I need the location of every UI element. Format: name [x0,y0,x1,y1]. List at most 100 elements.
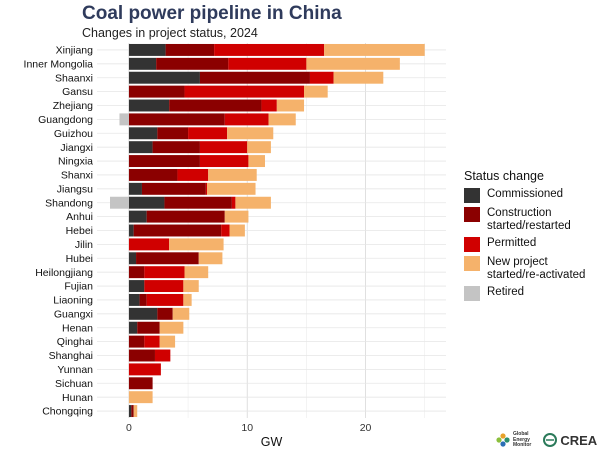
category-label: Jiangsu [57,183,93,195]
x-tick-label: 0 [126,422,132,434]
legend-swatch [464,207,480,222]
bar-construction-started-restarted [131,405,134,418]
bar-permitted [177,168,209,181]
bar-commissioned [128,182,142,195]
bar-permitted [231,196,236,209]
legend-swatch [464,286,480,301]
category-label: Sichuan [55,378,93,390]
bar-new-project-started-re-activated [172,307,190,320]
bar-construction-started-restarted [128,349,155,362]
bar-new-project-started-re-activated [333,71,384,84]
bar-new-project-started-re-activated [128,391,153,404]
bar-permitted [261,99,277,112]
category-label: Yunnan [57,364,93,376]
category-label: Jiangxi [60,142,93,154]
bar-new-project-started-re-activated [184,266,209,279]
legend-item: Construction started/restarted [464,207,597,233]
category-label: Shanxi [61,170,93,182]
bar-commissioned [128,57,157,70]
bar-construction-started-restarted [128,168,178,181]
bar-permitted [188,127,228,140]
category-label: Chongqing [42,406,93,418]
bar-construction-started-restarted [146,210,225,223]
bar-permitted [221,224,230,237]
chart-title: Coal power pipeline in China [82,3,342,24]
x-tick-label: 10 [241,422,253,434]
category-label: Anhui [66,211,93,223]
category-label: Shanghai [49,350,93,362]
category-label: Ningxia [58,156,93,168]
category-label: Shaanxi [55,72,93,84]
bar-new-project-started-re-activated [306,57,400,70]
crea-globe-icon [543,433,558,448]
gem-logo-text: Global Energy Monitor [513,431,532,448]
category-label: Hunan [62,392,93,404]
global-energy-monitor-logo: Global Energy Monitor [496,431,532,449]
bar-construction-started-restarted [128,335,145,348]
category-label: Gansu [62,86,93,98]
bar-commissioned [128,252,137,265]
bar-new-project-started-re-activated [224,210,249,223]
bar-construction-started-restarted [152,141,200,154]
chart-subtitle: Changes in project status, 2024 [82,26,258,40]
bar-construction-started-restarted [165,43,215,56]
category-label: Guangxi [54,308,93,320]
legend-item: Commissioned [464,188,597,203]
bar-construction-started-restarted [156,57,229,70]
bar-construction-started-restarted [128,155,200,168]
category-label: Henan [62,322,93,334]
bar-construction-started-restarted [137,321,160,334]
bar-permitted [199,155,249,168]
bar-permitted [144,335,160,348]
x-tick-label: 20 [360,422,372,434]
legend-swatch [464,188,480,203]
bar-permitted [144,280,184,293]
legend-items: Commissioned Construction started/restarte… [464,188,597,301]
bar-new-project-started-re-activated [227,127,274,140]
crea-logo: CREA [543,433,597,448]
bar-construction-started-restarted [136,252,199,265]
bar-permitted [224,113,269,126]
legend-label: Retired [487,286,525,298]
category-label: Jilin [75,239,93,251]
gem-flower-icon [496,433,510,447]
bar-permitted [184,85,305,98]
category-label: Heilongjiang [35,267,93,279]
bar-new-project-started-re-activated [169,238,224,251]
legend-label: Construction started/restarted [487,207,571,232]
footer-logos: Global Energy Monitor CREA [496,431,597,449]
bar-commissioned [128,321,138,334]
bar-construction-started-restarted [157,307,173,320]
bar-commissioned [128,280,145,293]
bar-commissioned [128,43,166,56]
legend-label: New project started/re-activated [487,256,586,281]
category-label: Hebei [66,225,93,237]
bar-permitted [154,349,171,362]
bar-construction-started-restarted [128,266,145,279]
bar-commissioned [128,224,134,237]
bar-permitted [309,71,334,84]
bar-permitted [128,238,170,251]
x-axis-label: GW [261,435,283,449]
category-label: Guizhou [54,128,93,140]
bar-commissioned [128,127,158,140]
bar-new-project-started-re-activated [235,196,271,209]
bar-retired [110,196,129,209]
bar-commissioned [128,405,132,418]
bar-permitted [199,141,248,154]
legend-swatch [464,256,480,271]
bar-new-project-started-re-activated [247,141,271,154]
bar-construction-started-restarted [141,182,206,195]
legend-item: New project started/re-activated [464,256,597,282]
bar-new-project-started-re-activated [268,113,296,126]
bar-permitted [146,293,184,306]
bar-construction-started-restarted [139,293,147,306]
category-label: Shandong [45,197,93,209]
legend-item: Retired [464,286,597,301]
bar-permitted [205,182,208,195]
legend-swatch [464,237,480,252]
bar-new-project-started-re-activated [198,252,223,265]
bar-construction-started-restarted [128,377,153,390]
bar-new-project-started-re-activated [229,224,245,237]
